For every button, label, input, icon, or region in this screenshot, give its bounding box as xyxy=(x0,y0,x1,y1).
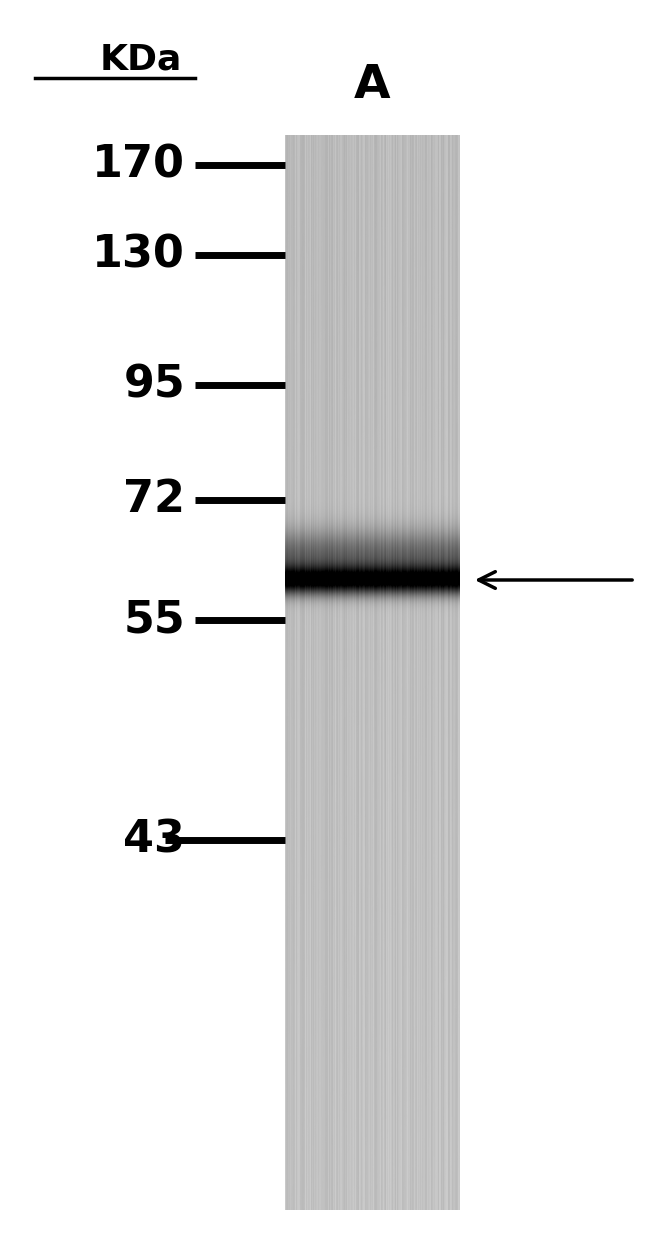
Text: 95: 95 xyxy=(124,363,185,407)
Text: 55: 55 xyxy=(124,598,185,641)
Text: 130: 130 xyxy=(92,234,185,277)
Text: 170: 170 xyxy=(92,144,185,187)
Text: 72: 72 xyxy=(123,478,185,522)
Text: A: A xyxy=(354,63,390,108)
Text: KDa: KDa xyxy=(100,43,183,78)
Text: 43: 43 xyxy=(123,819,185,861)
